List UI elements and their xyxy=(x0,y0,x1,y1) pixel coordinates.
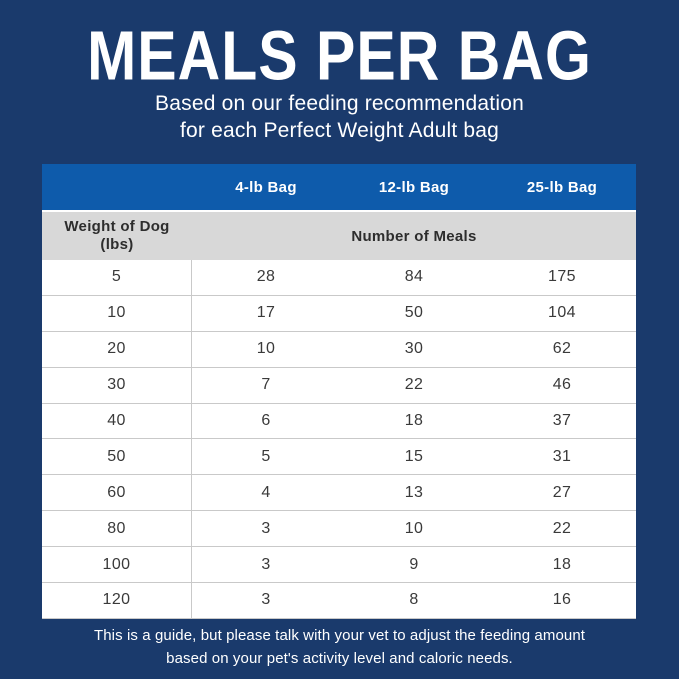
meals-cell: 6 xyxy=(261,412,271,429)
bag-header-25lb: 25-lb Bag xyxy=(526,178,598,196)
table-row: 40 6 18 37 xyxy=(42,403,636,440)
meals-cell: 30 xyxy=(404,340,424,358)
bag-header-row: 4-lb Bag 12-lb Bag 25-lb Bag xyxy=(42,164,636,212)
meals-cell: 7 xyxy=(261,376,271,394)
meals-cell: 27 xyxy=(552,483,572,501)
meals-cell: 15 xyxy=(404,447,424,465)
meals-cell: 16 xyxy=(552,591,572,609)
table-row: 80 3 10 22 xyxy=(42,511,636,548)
meals-cell: 22 xyxy=(552,519,572,537)
table-row: 30 7 22 46 xyxy=(42,367,636,404)
meals-cell: 3 xyxy=(261,519,271,537)
meals-cell: 8 xyxy=(409,591,419,609)
meals-per-bag-table: 4-lb Bag 12-lb Bag 25-lb Bag Weight of D… xyxy=(42,164,636,619)
weight-of-dog-header: Weight of Dog (lbs) xyxy=(42,218,192,254)
weight-cell: 60 xyxy=(42,475,192,511)
subheader-row: Weight of Dog (lbs) Number of Meals xyxy=(42,212,636,260)
weight-header-line-1: Weight of Dog xyxy=(64,218,170,235)
footer-note-line-1: This is a guide, but please talk with yo… xyxy=(93,627,586,644)
meals-cell: 17 xyxy=(256,304,276,322)
meals-cell: 18 xyxy=(552,555,572,573)
meals-cell: 37 xyxy=(552,412,572,429)
weight-cell: 80 xyxy=(42,511,192,547)
weight-cell: 120 xyxy=(42,583,192,618)
subtitle-line-2: for each Perfect Weight Adult bag xyxy=(179,119,500,142)
weight-cell: 50 xyxy=(42,439,192,475)
table-body: 5 28 84 175 10 17 50 104 20 10 30 62 30 7 22 46 40 6 18 37 5… xyxy=(42,260,636,619)
weight-header-line-2: (lbs) xyxy=(100,236,134,253)
table-row: 120 3 8 16 xyxy=(42,583,636,619)
bag-header-4lb: 4-lb Bag xyxy=(235,178,297,196)
page-header: MEALS PER BAG Based on our feeding recom… xyxy=(0,0,679,144)
page-title-wrap: MEALS PER BAG xyxy=(0,21,679,91)
table-row: 100 3 9 18 xyxy=(42,547,636,584)
bag-header-12lb: 12-lb Bag xyxy=(378,178,450,196)
meals-cell: 50 xyxy=(404,304,424,322)
meals-cell: 3 xyxy=(261,555,271,573)
table-row: 50 5 15 31 xyxy=(42,439,636,476)
meals-cell: 175 xyxy=(548,268,576,286)
meals-cell: 22 xyxy=(404,376,424,394)
weight-cell: 5 xyxy=(42,260,192,295)
footer-note-line-2: based on your pet's activity level and c… xyxy=(166,650,513,667)
meals-cell: 62 xyxy=(552,340,572,358)
meals-cell: 10 xyxy=(404,519,424,537)
meals-cell: 84 xyxy=(404,268,424,286)
meals-cell: 4 xyxy=(261,483,271,501)
meals-cell: 9 xyxy=(409,555,419,573)
meals-cell: 3 xyxy=(261,591,271,609)
weight-cell: 100 xyxy=(42,547,192,583)
meals-cell: 28 xyxy=(256,268,276,286)
table-row: 10 17 50 104 xyxy=(42,295,636,332)
page-title: MEALS PER BAG xyxy=(87,17,592,95)
subtitle-line-1: Based on our feeding recommendation xyxy=(155,92,524,115)
weight-cell: 30 xyxy=(42,367,192,403)
meals-cell: 13 xyxy=(404,483,424,501)
meals-cell: 104 xyxy=(548,304,576,322)
meals-cell: 10 xyxy=(256,340,276,358)
meals-cell: 46 xyxy=(552,376,572,394)
table-row: 5 28 84 175 xyxy=(42,260,636,296)
number-of-meals-header: Number of Meals xyxy=(351,227,477,245)
weight-cell: 10 xyxy=(42,295,192,331)
footer-note: This is a guide, but please talk with yo… xyxy=(0,624,679,670)
meals-cell: 5 xyxy=(261,447,271,465)
table-row: 20 10 30 62 xyxy=(42,331,636,368)
table-row: 60 4 13 27 xyxy=(42,475,636,512)
meals-cell: 31 xyxy=(552,447,572,465)
weight-cell: 20 xyxy=(42,331,192,367)
weight-cell: 40 xyxy=(42,403,192,439)
meals-cell: 18 xyxy=(404,412,424,429)
